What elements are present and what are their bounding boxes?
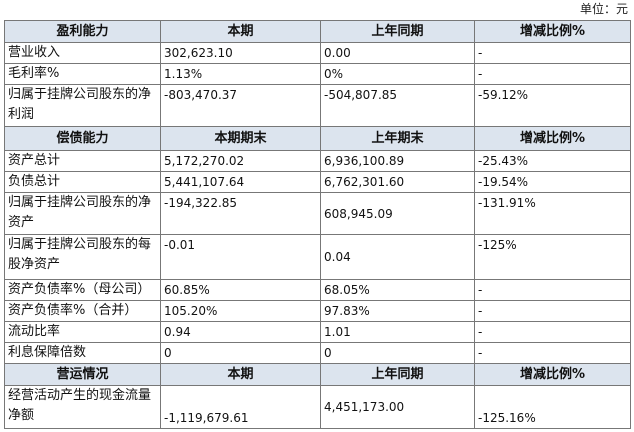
header-cell: 偿债能力 [4, 126, 161, 151]
value-cell: - [474, 42, 631, 64]
row-label: 资产总计 [4, 150, 161, 172]
row-label: 资产负债率%（母公司） [4, 279, 161, 301]
data-row: 利息保障倍数 0 0- [4, 342, 631, 364]
data-row: 资产负债率%（合并） 105.20% 97.83% - [4, 300, 631, 322]
header-row: 偿债能力 本期期末 上年期末 增减比例% [4, 126, 631, 151]
header-cell: 本期 [160, 363, 321, 386]
value-cell: 608,945.09 [320, 192, 475, 235]
row-label: 利息保障倍数 [4, 342, 161, 364]
value-cell: -504,807.85 [320, 84, 475, 127]
header-cell: 上年同期 [320, 20, 475, 43]
data-row: 归属于挂牌公司股东的每股净资产 -0.01 0.04 -125% [4, 234, 631, 280]
value-cell: 6,762,301.60 [320, 171, 475, 193]
row-label: 流动比率 [4, 321, 161, 343]
row-label: 归属于挂牌公司股东的每股净资产 [4, 234, 161, 280]
row-label: 归属于挂牌公司股东的净利润 [4, 84, 161, 127]
value-cell: 5,172,270.02 [160, 150, 321, 172]
row-label: 资产负债率%（合并） [4, 300, 161, 322]
financial-table: 盈利能力 本期 上年同期 增减比例% 营业收入 302,623.10 0.00- 毛利率% 1.… [4, 20, 631, 429]
data-row: 毛利率% 1.13% 0% - [4, 63, 631, 85]
value-cell: - [474, 321, 631, 343]
value-cell: 0 [160, 342, 321, 364]
value-cell: -803,470.37 [160, 84, 321, 127]
row-label: 毛利率% [4, 63, 161, 85]
value-cell: -194,322.85 [160, 192, 321, 235]
data-row: 流动比率 0.94 1.01- [4, 321, 631, 343]
data-row: 资产负债率%（母公司） 60.85% 68.05% - [4, 279, 631, 301]
value-cell: -59.12% [474, 84, 631, 127]
header-cell: 增减比例% [474, 363, 631, 386]
value-cell: 97.83% [320, 300, 475, 322]
data-row: 经营活动产生的现金流量净额 -1,119,679.61 4,451,173.00 -1… [4, 385, 631, 429]
row-label: 经营活动产生的现金流量净额 [4, 385, 161, 429]
value-cell: - [474, 63, 631, 85]
header-cell: 上年同期 [320, 363, 475, 386]
unit-label: 单位：元 [579, 2, 628, 16]
data-row: 归属于挂牌公司股东的净利润 -803,470.37 -504,807.85 -59.1… [4, 84, 631, 127]
data-row: 归属于挂牌公司股东的净资产 -194,322.85 608,945.09 -131.9… [4, 192, 631, 235]
value-cell: 0.94 [160, 321, 321, 343]
header-row: 盈利能力 本期 上年同期 增减比例% [4, 20, 631, 43]
data-row: 资产总计 5,172,270.02 6,936,100.89 -25.43% [4, 150, 631, 172]
value-cell: -19.54% [474, 171, 631, 193]
value-cell: - [474, 300, 631, 322]
value-cell: -125.16% [474, 385, 631, 429]
value-cell: 0.04 [320, 234, 475, 280]
value-cell: 60.85% [160, 279, 321, 301]
row-label: 归属于挂牌公司股东的净资产 [4, 192, 161, 235]
value-cell: 105.20% [160, 300, 321, 322]
value-cell: - [474, 279, 631, 301]
value-cell: - [474, 342, 631, 364]
value-cell: -125% [474, 234, 631, 280]
row-label: 负债总计 [4, 171, 161, 193]
value-cell: 68.05% [320, 279, 475, 301]
header-cell: 盈利能力 [4, 20, 161, 43]
value-cell: 0.00 [320, 42, 475, 64]
value-cell: 0 [320, 342, 475, 364]
value-cell: -131.91% [474, 192, 631, 235]
value-cell: 0% [320, 63, 475, 85]
value-cell: -25.43% [474, 150, 631, 172]
header-cell: 上年期末 [320, 126, 475, 151]
header-cell: 本期期末 [160, 126, 321, 151]
header-cell: 增减比例% [474, 126, 631, 151]
value-cell: -1,119,679.61 [160, 385, 321, 429]
value-cell: 302,623.10 [160, 42, 321, 64]
value-cell: 5,441,107.64 [160, 171, 321, 193]
row-label: 营业收入 [4, 42, 161, 64]
value-cell: 6,936,100.89 [320, 150, 475, 172]
data-row: 负债总计 5,441,107.64 6,762,301.60 -19.54% [4, 171, 631, 193]
value-cell: 1.13% [160, 63, 321, 85]
header-cell: 本期 [160, 20, 321, 43]
data-row: 营业收入 302,623.10 0.00- [4, 42, 631, 64]
value-cell: -0.01 [160, 234, 321, 280]
header-cell: 增减比例% [474, 20, 631, 43]
header-row: 营运情况 本期 上年同期 增减比例% [4, 363, 631, 386]
value-cell: 4,451,173.00 [320, 385, 475, 429]
header-cell: 营运情况 [4, 363, 161, 386]
value-cell: 1.01 [320, 321, 475, 343]
